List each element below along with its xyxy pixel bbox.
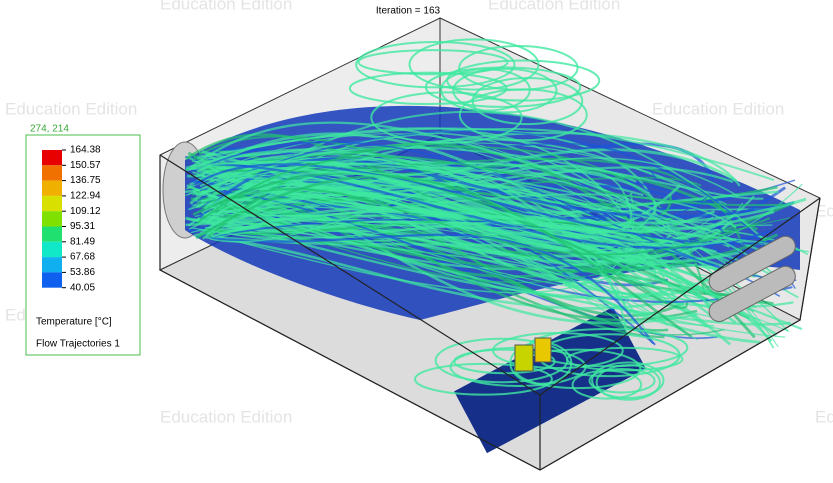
legend-feature: Flow Trajectories 1: [36, 339, 120, 350]
tick-label: 40.05: [70, 282, 95, 293]
watermark: Education Edition: [815, 407, 833, 426]
legend-quantity: Temperature [°C]: [36, 317, 112, 328]
tick-label: 95.31: [70, 221, 95, 232]
tick-label: 136.75: [70, 175, 101, 186]
watermark: Education Edition: [488, 0, 620, 13]
tick-label: 81.49: [70, 236, 95, 247]
tick-label: 67.68: [70, 252, 95, 263]
viewport: Education Edition Education Edition Educat…: [0, 0, 833, 483]
tick-label: 122.94: [70, 191, 101, 202]
component: [515, 345, 533, 371]
color-swatch: [42, 272, 62, 287]
legend-title: 274, 214: [30, 124, 69, 135]
watermark: Education Edition: [5, 99, 137, 118]
color-swatch: [42, 165, 62, 180]
tick-label: 53.86: [70, 267, 95, 278]
component: [535, 338, 551, 362]
tick-label: 150.57: [70, 160, 101, 171]
watermark: Education Edition: [160, 407, 292, 426]
tick-label: 109.12: [70, 206, 101, 217]
tick-label: 164.38: [70, 145, 101, 156]
color-swatch: [42, 227, 62, 242]
color-swatch: [42, 196, 62, 211]
watermark: Education Edition: [160, 0, 292, 13]
color-swatch: [42, 211, 62, 226]
iteration-label: Iteration = 163: [376, 6, 441, 17]
color-swatch: [42, 150, 62, 165]
color-swatch: [42, 181, 62, 196]
watermark: Education Edition: [652, 99, 784, 118]
color-swatch: [42, 242, 62, 257]
color-swatch: [42, 257, 62, 272]
